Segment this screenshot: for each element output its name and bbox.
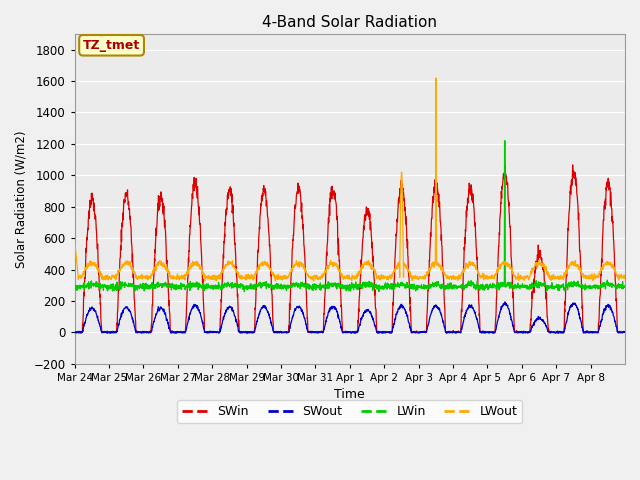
Legend: SWin, SWout, LWin, LWout: SWin, SWout, LWin, LWout — [177, 400, 522, 423]
X-axis label: Time: Time — [335, 388, 365, 401]
Text: TZ_tmet: TZ_tmet — [83, 39, 140, 52]
Title: 4-Band Solar Radiation: 4-Band Solar Radiation — [262, 15, 437, 30]
Y-axis label: Solar Radiation (W/m2): Solar Radiation (W/m2) — [15, 130, 28, 267]
